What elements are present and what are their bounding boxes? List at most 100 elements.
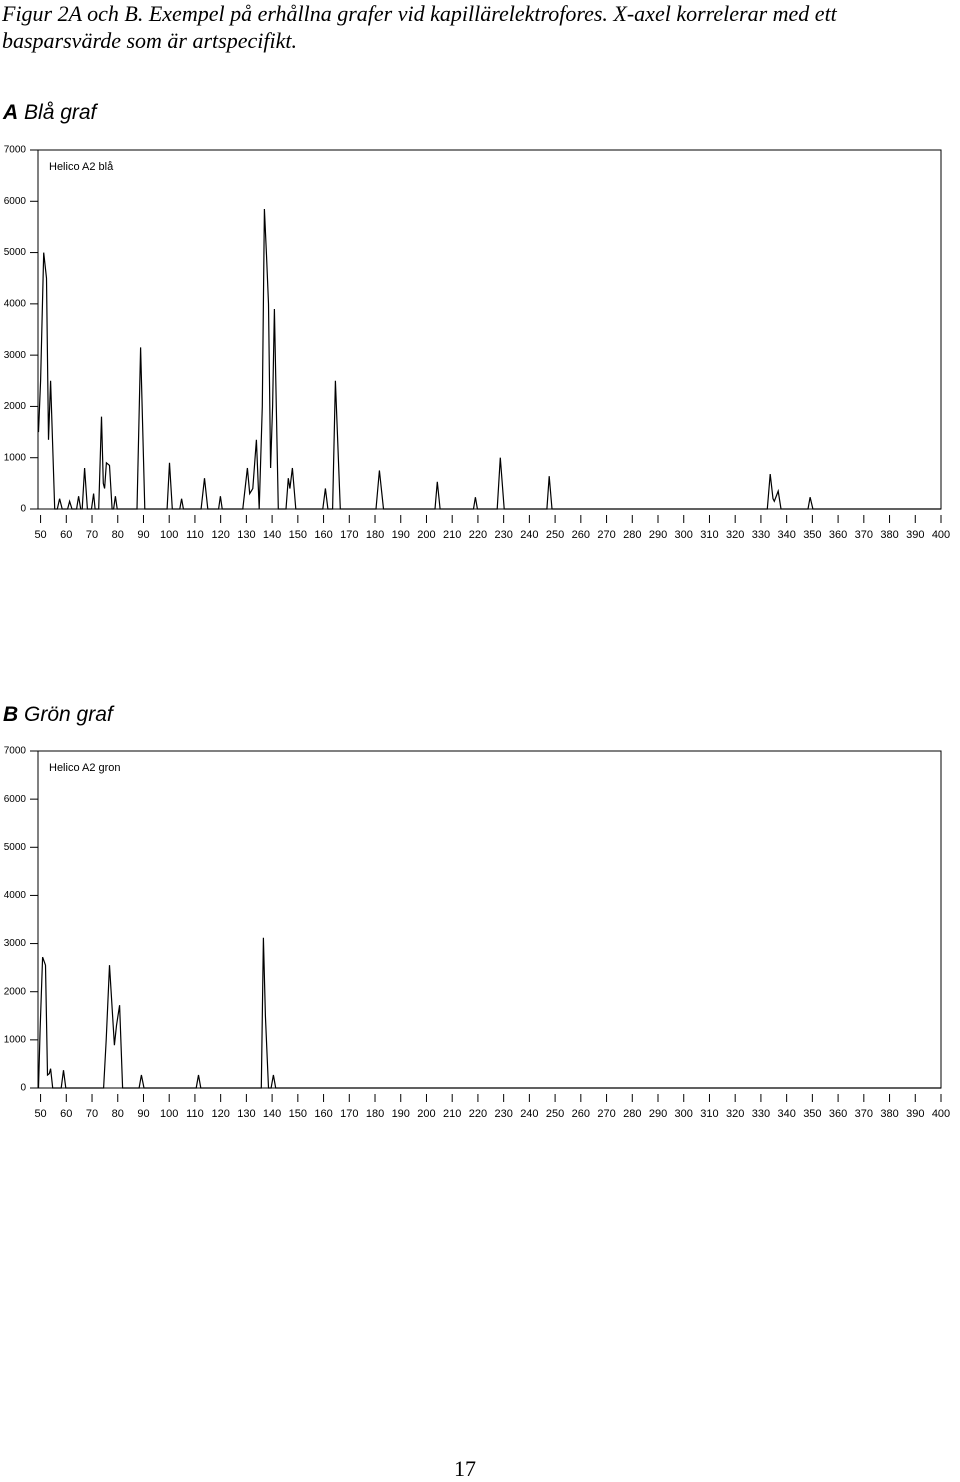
x-tick-label: 350 <box>803 1108 821 1120</box>
x-tick-label: 340 <box>777 529 795 541</box>
x-tick-label: 300 <box>675 529 693 541</box>
plot-frame <box>37 750 942 1089</box>
page-number: 17 <box>454 1456 476 1481</box>
y-tick-label: 7000 <box>4 746 27 757</box>
x-tick-label: 90 <box>137 529 149 541</box>
y-tick-label: 3000 <box>4 938 27 949</box>
y-tick-label: 6000 <box>4 794 27 805</box>
x-tick-label: 50 <box>34 529 46 541</box>
y-tick-label: 5000 <box>4 247 27 258</box>
x-tick-label: 180 <box>366 529 384 541</box>
x-tick-label: 380 <box>880 1108 898 1120</box>
trace-line <box>37 208 941 510</box>
x-tick-label: 290 <box>649 1108 667 1120</box>
x-tick-label: 270 <box>597 1108 615 1120</box>
y-tick-label: 0 <box>20 1083 26 1094</box>
x-tick-label: 220 <box>469 529 487 541</box>
x-tick-label: 370 <box>855 529 873 541</box>
x-tick-label: 310 <box>700 529 718 541</box>
x-tick-label: 280 <box>623 529 641 541</box>
x-tick-label: 240 <box>520 1108 538 1120</box>
x-tick-label: 180 <box>366 1108 384 1120</box>
x-tick-label: 330 <box>752 1108 770 1120</box>
x-tick-label: 390 <box>906 529 924 541</box>
x-tick-label: 130 <box>237 529 255 541</box>
x-tick-label: 100 <box>160 1108 178 1120</box>
panel-title: Grön graf <box>24 703 113 726</box>
x-tick-label: 80 <box>112 529 124 541</box>
panel-heading: B Grön graf <box>3 703 113 727</box>
x-tick-label: 300 <box>675 1108 693 1120</box>
y-tick-label: 0 <box>20 504 26 515</box>
x-tick-label: 240 <box>520 529 538 541</box>
x-tick-label: 130 <box>237 1108 255 1120</box>
panel-title: Blå graf <box>24 101 97 124</box>
x-tick-label: 160 <box>314 529 332 541</box>
x-tick-label: 310 <box>700 1108 718 1120</box>
x-tick-label: 340 <box>777 1108 795 1120</box>
x-tick-label: 290 <box>649 529 667 541</box>
y-tick-label: 2000 <box>4 401 27 412</box>
x-tick-label: 360 <box>829 1108 847 1120</box>
x-tick-label: 70 <box>86 529 98 541</box>
y-tick-label: 5000 <box>4 842 27 853</box>
x-tick-label: 120 <box>211 1108 229 1120</box>
y-tick-label: 7000 <box>4 145 27 156</box>
x-tick-label: 140 <box>263 1108 281 1120</box>
x-tick-label: 170 <box>340 1108 358 1120</box>
x-tick-label: 60 <box>60 1108 72 1120</box>
x-tick-label: 200 <box>417 529 435 541</box>
x-tick-label: 320 <box>726 1108 744 1120</box>
y-tick-label: 6000 <box>4 196 27 207</box>
x-tick-label: 120 <box>211 529 229 541</box>
x-tick-label: 60 <box>60 529 72 541</box>
x-tick-label: 210 <box>443 1108 461 1120</box>
x-tick-label: 400 <box>932 529 950 541</box>
x-tick-label: 140 <box>263 529 281 541</box>
x-tick-label: 150 <box>289 1108 307 1120</box>
x-tick-label: 400 <box>932 1108 950 1120</box>
x-tick-label: 390 <box>906 1108 924 1120</box>
x-tick-label: 70 <box>86 1108 98 1120</box>
y-tick-label: 1000 <box>4 452 27 463</box>
x-tick-label: 380 <box>880 529 898 541</box>
y-tick-label: 4000 <box>4 890 27 901</box>
x-tick-label: 330 <box>752 529 770 541</box>
x-tick-label: 350 <box>803 529 821 541</box>
x-tick-label: 190 <box>392 1108 410 1120</box>
y-tick-label: 4000 <box>4 298 27 309</box>
x-tick-label: 90 <box>137 1108 149 1120</box>
x-tick-label: 50 <box>34 1108 46 1120</box>
x-tick-label: 210 <box>443 529 461 541</box>
x-tick-label: 110 <box>186 1108 204 1120</box>
caption: Figur 2A och B. Exempel på erhållna graf… <box>2 1 837 53</box>
y-tick-label: 3000 <box>4 350 27 361</box>
x-tick-label: 190 <box>392 529 410 541</box>
panel-label: A <box>3 101 19 124</box>
x-tick-label: 360 <box>829 529 847 541</box>
x-tick-label: 280 <box>623 1108 641 1120</box>
x-tick-label: 160 <box>314 1108 332 1120</box>
x-tick-label: 260 <box>572 529 590 541</box>
x-tick-label: 250 <box>546 1108 564 1120</box>
x-tick-label: 220 <box>469 1108 487 1120</box>
x-tick-label: 200 <box>417 1108 435 1120</box>
x-tick-label: 230 <box>494 1108 512 1120</box>
trace-label: Helico A2 blå <box>49 161 114 173</box>
trace-line <box>37 937 941 1089</box>
x-tick-label: 270 <box>597 529 615 541</box>
x-tick-label: 170 <box>340 529 358 541</box>
x-tick-label: 250 <box>546 529 564 541</box>
x-tick-label: 150 <box>289 529 307 541</box>
plot-frame <box>37 149 942 510</box>
x-tick-label: 110 <box>186 529 204 541</box>
x-tick-label: 80 <box>112 1108 124 1120</box>
y-tick-label: 2000 <box>4 986 27 997</box>
panel-heading: A Blå graf <box>3 101 96 125</box>
x-tick-label: 230 <box>494 529 512 541</box>
x-tick-label: 100 <box>160 529 178 541</box>
trace-label: Helico A2 gron <box>49 762 121 774</box>
x-tick-label: 260 <box>572 1108 590 1120</box>
